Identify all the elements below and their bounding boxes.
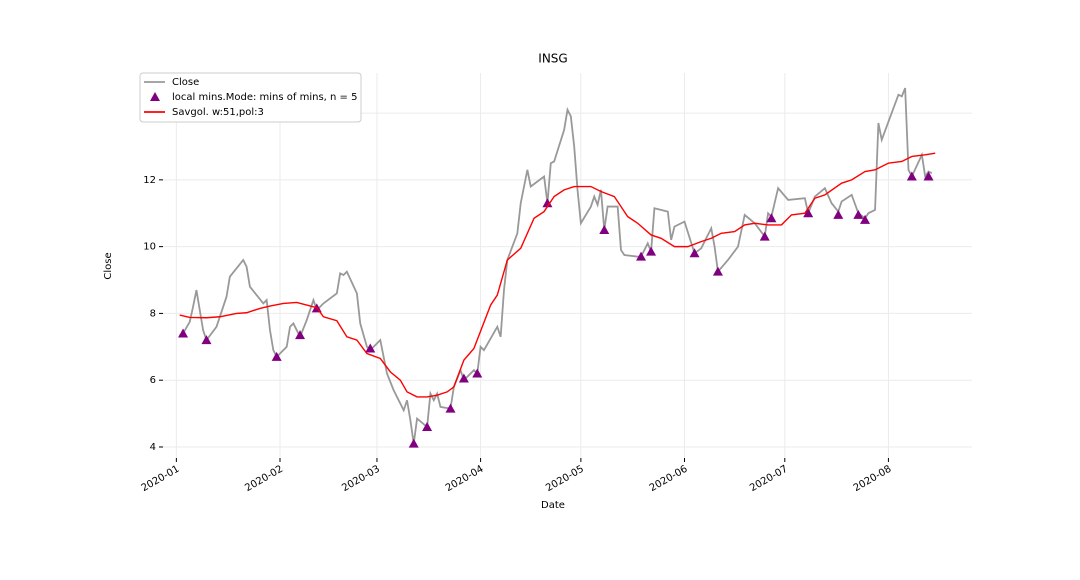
y-tick-label: 10	[143, 242, 156, 253]
x-tick-label: 2020-02	[243, 464, 285, 494]
marker	[445, 403, 456, 413]
marker	[766, 213, 777, 223]
x-tick-label: 2020-03	[340, 464, 382, 494]
line	[179, 87, 933, 444]
marker	[271, 351, 282, 361]
marker	[860, 214, 871, 224]
legend-label: local mins.Mode: mins of mins, n = 5	[172, 92, 357, 103]
x-tick-label: 2020-05	[544, 464, 586, 494]
legend-label: Savgol. w:51,pol:3	[172, 107, 264, 118]
marker	[422, 421, 433, 431]
marker	[923, 171, 934, 181]
marker	[689, 248, 700, 258]
marker	[408, 438, 419, 448]
y-tick-label: 6	[150, 375, 156, 386]
x-tick-label: 2020-04	[444, 464, 486, 494]
chart-title: INSG	[538, 52, 567, 66]
plot-area	[178, 87, 936, 448]
legend-box	[139, 72, 362, 123]
x-tick-label: 2020-01	[140, 464, 182, 494]
marker	[472, 368, 483, 378]
marker	[759, 231, 770, 241]
legend-label: Close	[172, 77, 199, 88]
marker	[636, 251, 647, 261]
legend: Close local mins.Mode: mins of mins, n = …	[139, 72, 362, 123]
marker	[542, 198, 553, 208]
marker	[178, 328, 189, 338]
marker	[295, 330, 306, 340]
x-tick-label: 2020-07	[748, 464, 790, 494]
y-axis-label: Close	[103, 252, 114, 279]
marker	[646, 246, 657, 256]
y-tick-label: 4	[150, 442, 156, 453]
marker	[365, 343, 376, 353]
marker	[833, 209, 844, 219]
marker	[712, 266, 723, 276]
legend-marker	[150, 92, 160, 101]
line	[179, 152, 936, 398]
x-axis-label: Date	[541, 500, 565, 511]
grid: 4681012142020-012020-022020-032020-04202…	[140, 73, 972, 494]
y-tick-label: 8	[150, 308, 156, 319]
marker	[599, 224, 610, 234]
marker	[458, 373, 469, 383]
y-tick-label: 12	[143, 175, 156, 186]
x-tick-label: 2020-06	[648, 464, 690, 494]
marker	[906, 171, 917, 181]
marker	[803, 208, 814, 218]
marker	[201, 335, 212, 345]
x-tick-label: 2020-08	[852, 464, 894, 494]
marker	[853, 209, 864, 219]
